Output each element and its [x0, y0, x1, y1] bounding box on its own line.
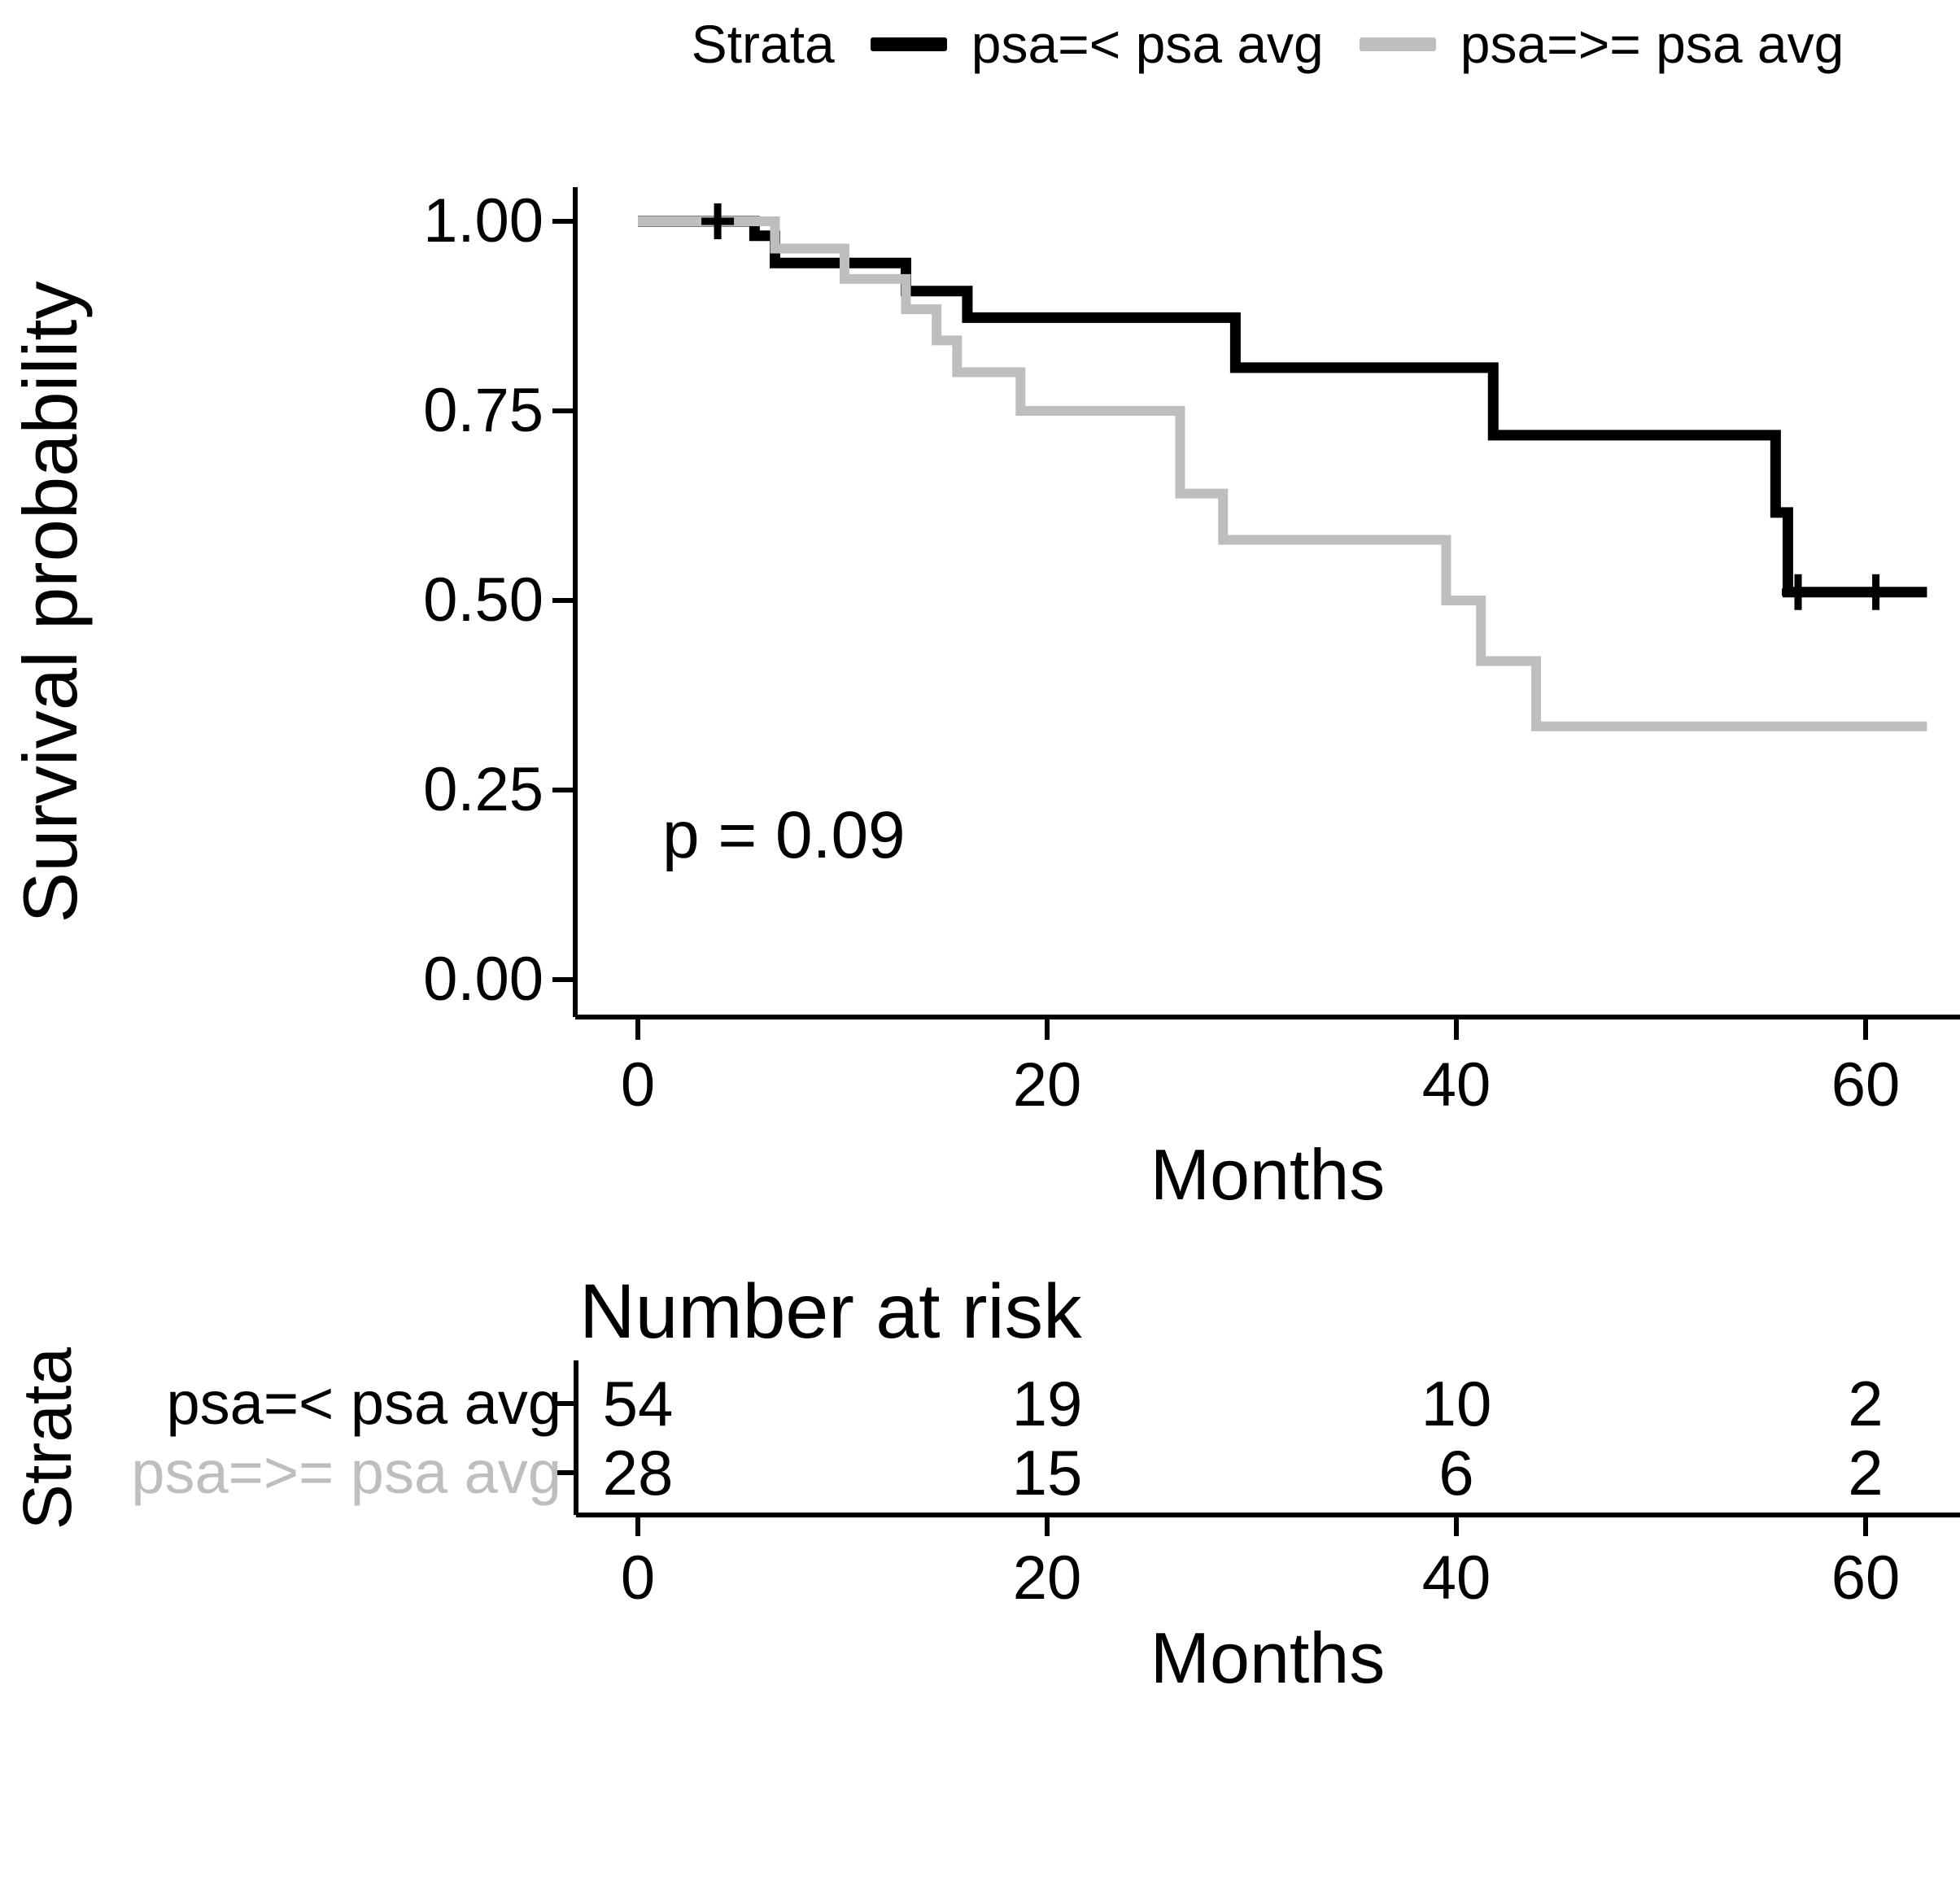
y-tick-label: 0.75 [423, 376, 543, 445]
legend-item-psa-low: psa=< psa avg [870, 13, 1324, 75]
risk-table-x-tick-label: 40 [1421, 1543, 1491, 1613]
risk-table-x-tick-label: 0 [620, 1543, 656, 1613]
risk-table-x-axis-title: Months [1150, 1618, 1386, 1698]
legend-swatch-gray-icon [1359, 37, 1436, 51]
risk-count: 54 [602, 1368, 674, 1439]
legend-item-psa-high: psa=>= psa avg [1359, 13, 1844, 75]
p-value-annotation: p = 0.09 [662, 798, 906, 872]
legend-label-psa-low: psa=< psa avg [971, 14, 1324, 74]
risk-table-title: Number at risk [579, 1268, 1082, 1355]
risk-count: 6 [1438, 1437, 1474, 1508]
legend-label-psa-high: psa=>= psa avg [1460, 14, 1844, 74]
risk-table-x-tick-label: 60 [1831, 1543, 1901, 1613]
legend: Strata psa=< psa avg psa=>= psa avg [575, 5, 1960, 83]
y-tick-label: 1.00 [423, 186, 543, 255]
x-axis-title: Months [1150, 1134, 1386, 1215]
y-axis-title: Survival probability [7, 281, 93, 923]
risk-count: 10 [1421, 1368, 1492, 1439]
x-tick-label: 20 [1012, 1050, 1082, 1120]
risk-count: 19 [1011, 1368, 1083, 1439]
y-tick-label: 0.25 [423, 755, 543, 824]
risk-count: 28 [602, 1437, 674, 1508]
risk-row-label-psa-high: psa=>= psa avg [131, 1439, 561, 1506]
legend-swatch-black-icon [870, 37, 947, 51]
legend-title: Strata [691, 14, 835, 74]
risk-count: 2 [1848, 1437, 1884, 1508]
risk-count: 2 [1848, 1368, 1884, 1439]
risk-count: 15 [1011, 1437, 1083, 1508]
risk-table-axis-title: Strata [9, 1347, 85, 1530]
y-tick-label: 0.00 [423, 945, 543, 1014]
x-tick-label: 60 [1831, 1050, 1901, 1120]
x-tick-label: 0 [620, 1050, 656, 1120]
risk-table-x-tick-label: 20 [1012, 1543, 1082, 1613]
km-plot-canvas [552, 187, 1960, 1536]
y-tick-label: 0.50 [423, 565, 543, 635]
x-tick-label: 40 [1421, 1050, 1491, 1120]
risk-row-label-psa-low: psa=< psa avg [166, 1369, 561, 1437]
